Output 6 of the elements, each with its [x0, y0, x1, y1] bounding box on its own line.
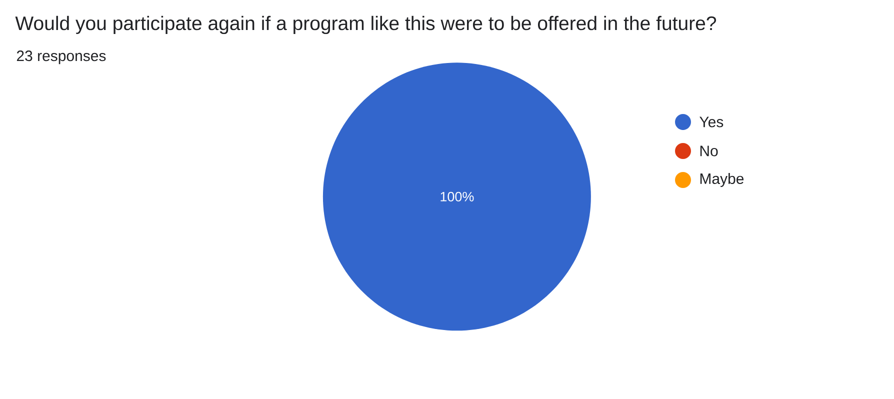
- legend-label: No: [700, 146, 718, 156]
- chart-title: Would you participate again if a program like this were to be offered in the future?: [15, 16, 716, 34]
- text: 23 responses: [16, 50, 106, 64]
- data-label: 100%: [440, 192, 474, 202]
- legend-label: Yes: [700, 116, 724, 128]
- legend-label: Maybe: [700, 173, 744, 187]
